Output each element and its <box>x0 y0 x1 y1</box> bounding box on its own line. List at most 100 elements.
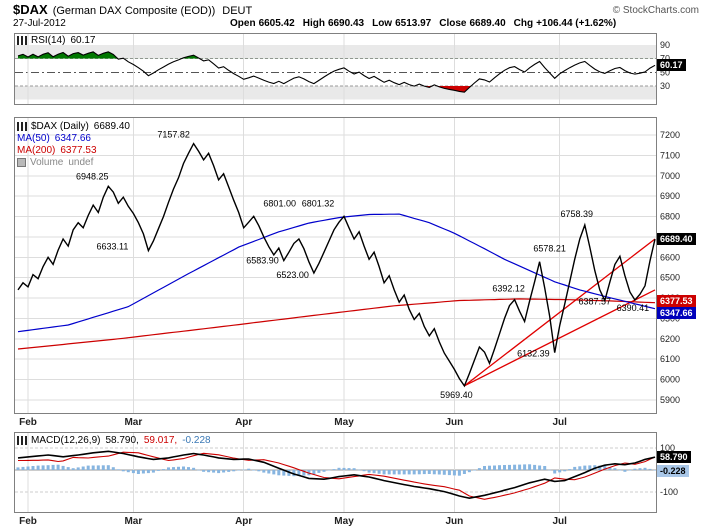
macd-hist-bar <box>131 470 135 474</box>
price-annotation: 6583.90 <box>246 256 279 266</box>
macd-hist-value-box: -0.228 <box>657 465 689 477</box>
macd-hist-bar <box>322 470 326 472</box>
macd-hist-bar <box>538 465 542 470</box>
macd-hist-bar <box>467 470 471 473</box>
macd-hist-bar <box>207 470 211 473</box>
macd-label: MACD(12,26,9) <box>31 435 101 446</box>
macd-hist-bar <box>247 468 251 470</box>
ma50-label: MA(50) <box>17 132 50 144</box>
macd-hist-bar <box>106 465 110 470</box>
axis-label: 7000 <box>660 171 680 181</box>
quote-open-value: 6605.42 <box>258 18 295 29</box>
macd-hist-bar <box>382 470 386 475</box>
macd-hist-bar <box>503 465 506 470</box>
copyright-text: © StockCharts.com <box>612 5 699 16</box>
macd-hist-bar <box>422 470 426 475</box>
macd-hist-bar <box>472 470 476 471</box>
price-series-label: $DAX (Daily) <box>31 120 89 132</box>
ma200-line <box>17 298 656 350</box>
month-label: Jul <box>552 516 567 527</box>
quote-open-label: Open <box>230 18 256 29</box>
macd-hist-bar <box>327 470 331 471</box>
main-legend: $DAX (Daily) 6689.40 MA(50) 6347.66 MA(2… <box>17 120 130 168</box>
macd-hist-bar <box>432 470 436 475</box>
axis-label: 7100 <box>660 150 680 160</box>
macd-hist-bar <box>46 465 50 470</box>
macd-hist-bar <box>76 467 80 470</box>
macd-hist-bar <box>91 465 95 470</box>
legend-row-volume: Volume undef <box>17 156 130 168</box>
macd-hist-bar <box>372 470 376 474</box>
macd-hist-bar <box>197 469 201 471</box>
macd-hist-bar <box>242 469 246 471</box>
macd-hist-bar <box>41 465 45 470</box>
legend-row-ma50: MA(50) 6347.66 <box>17 132 130 144</box>
axis-label: 50 <box>660 67 670 77</box>
month-label: May <box>334 417 354 428</box>
macd-hist-bar <box>392 470 396 475</box>
month-label: Jul <box>552 417 567 428</box>
panel-grip-icon <box>17 436 27 445</box>
macd-hist-bar <box>151 470 155 473</box>
macd-hist-bar <box>548 469 552 471</box>
macd-hist-bar <box>252 470 256 471</box>
panel-grip-icon <box>17 36 27 45</box>
macd-hist-bar <box>518 464 522 470</box>
macd-hist-bar <box>603 466 607 470</box>
macd-hist-bar <box>553 470 557 474</box>
macd-hist-bar <box>412 470 416 475</box>
volume-icon <box>17 157 26 167</box>
macd-hist-bar <box>583 465 587 470</box>
macd-hist-bar <box>156 470 160 471</box>
macd-hist-bar <box>357 469 361 471</box>
macd-hist-bar <box>56 464 60 470</box>
ma200-value: 6377.53 <box>60 144 97 156</box>
macd-hist-bar <box>337 467 341 470</box>
macd-hist-bar <box>297 470 301 476</box>
macd-hist-bar <box>66 467 70 470</box>
symbol: $DAX <box>13 2 48 17</box>
ma200-label: MA(200) <box>17 144 56 156</box>
axis-label: 6500 <box>660 273 680 283</box>
macd-hist-bar <box>578 466 582 470</box>
macd-hist-bar <box>417 470 421 475</box>
rsi-axis-value-box: 60.17 <box>657 59 686 71</box>
month-label: Apr <box>235 417 252 428</box>
price-annotation: 6390.41 <box>617 303 650 313</box>
quote-low-label: Low <box>372 18 393 29</box>
axis-label: 6200 <box>660 334 680 344</box>
quote-chg-value: +106.44 (+1.62%) <box>536 18 617 29</box>
macd-hist-bar <box>523 464 527 470</box>
macd-panel-border <box>14 432 657 513</box>
ma50-axis-value-box: 6347.66 <box>657 307 696 319</box>
price-annotation: 6387.57 <box>579 297 612 307</box>
price-annotation: 6578.21 <box>533 244 566 254</box>
macd-hist-bar <box>528 464 532 470</box>
macd-hist-bar <box>182 466 185 470</box>
macd-hist-bar <box>222 470 226 473</box>
macd-hist-bar <box>302 470 306 476</box>
macd-hist-bar <box>598 465 602 470</box>
macd-hist-bar <box>457 470 461 476</box>
macd-hist-bar <box>202 470 206 472</box>
macd-hist-bar <box>51 464 55 470</box>
macd-hist-bar <box>116 469 120 470</box>
axis-label: 6100 <box>660 354 680 364</box>
main-panel-border <box>14 117 657 414</box>
macd-hist-bar <box>513 464 517 470</box>
macd-hist-bar <box>493 465 496 470</box>
price-annotation: 6801.00 <box>263 198 296 208</box>
macd-hist-bar <box>447 470 451 476</box>
chart-header: $DAX (German DAX Composite (EOD)) DEUT <box>13 2 252 17</box>
macd-hist-bar <box>588 465 592 470</box>
month-label: Feb <box>19 516 37 527</box>
ma50-line <box>17 213 656 333</box>
macd-line <box>17 450 656 500</box>
rsi-value: 60.17 <box>70 35 96 46</box>
macd-hist-bar <box>167 467 170 470</box>
macd-plot <box>16 450 656 500</box>
macd-hist-bar <box>623 470 627 472</box>
quote-close-label: Close <box>439 18 467 29</box>
macd-hist-bar <box>442 470 446 475</box>
